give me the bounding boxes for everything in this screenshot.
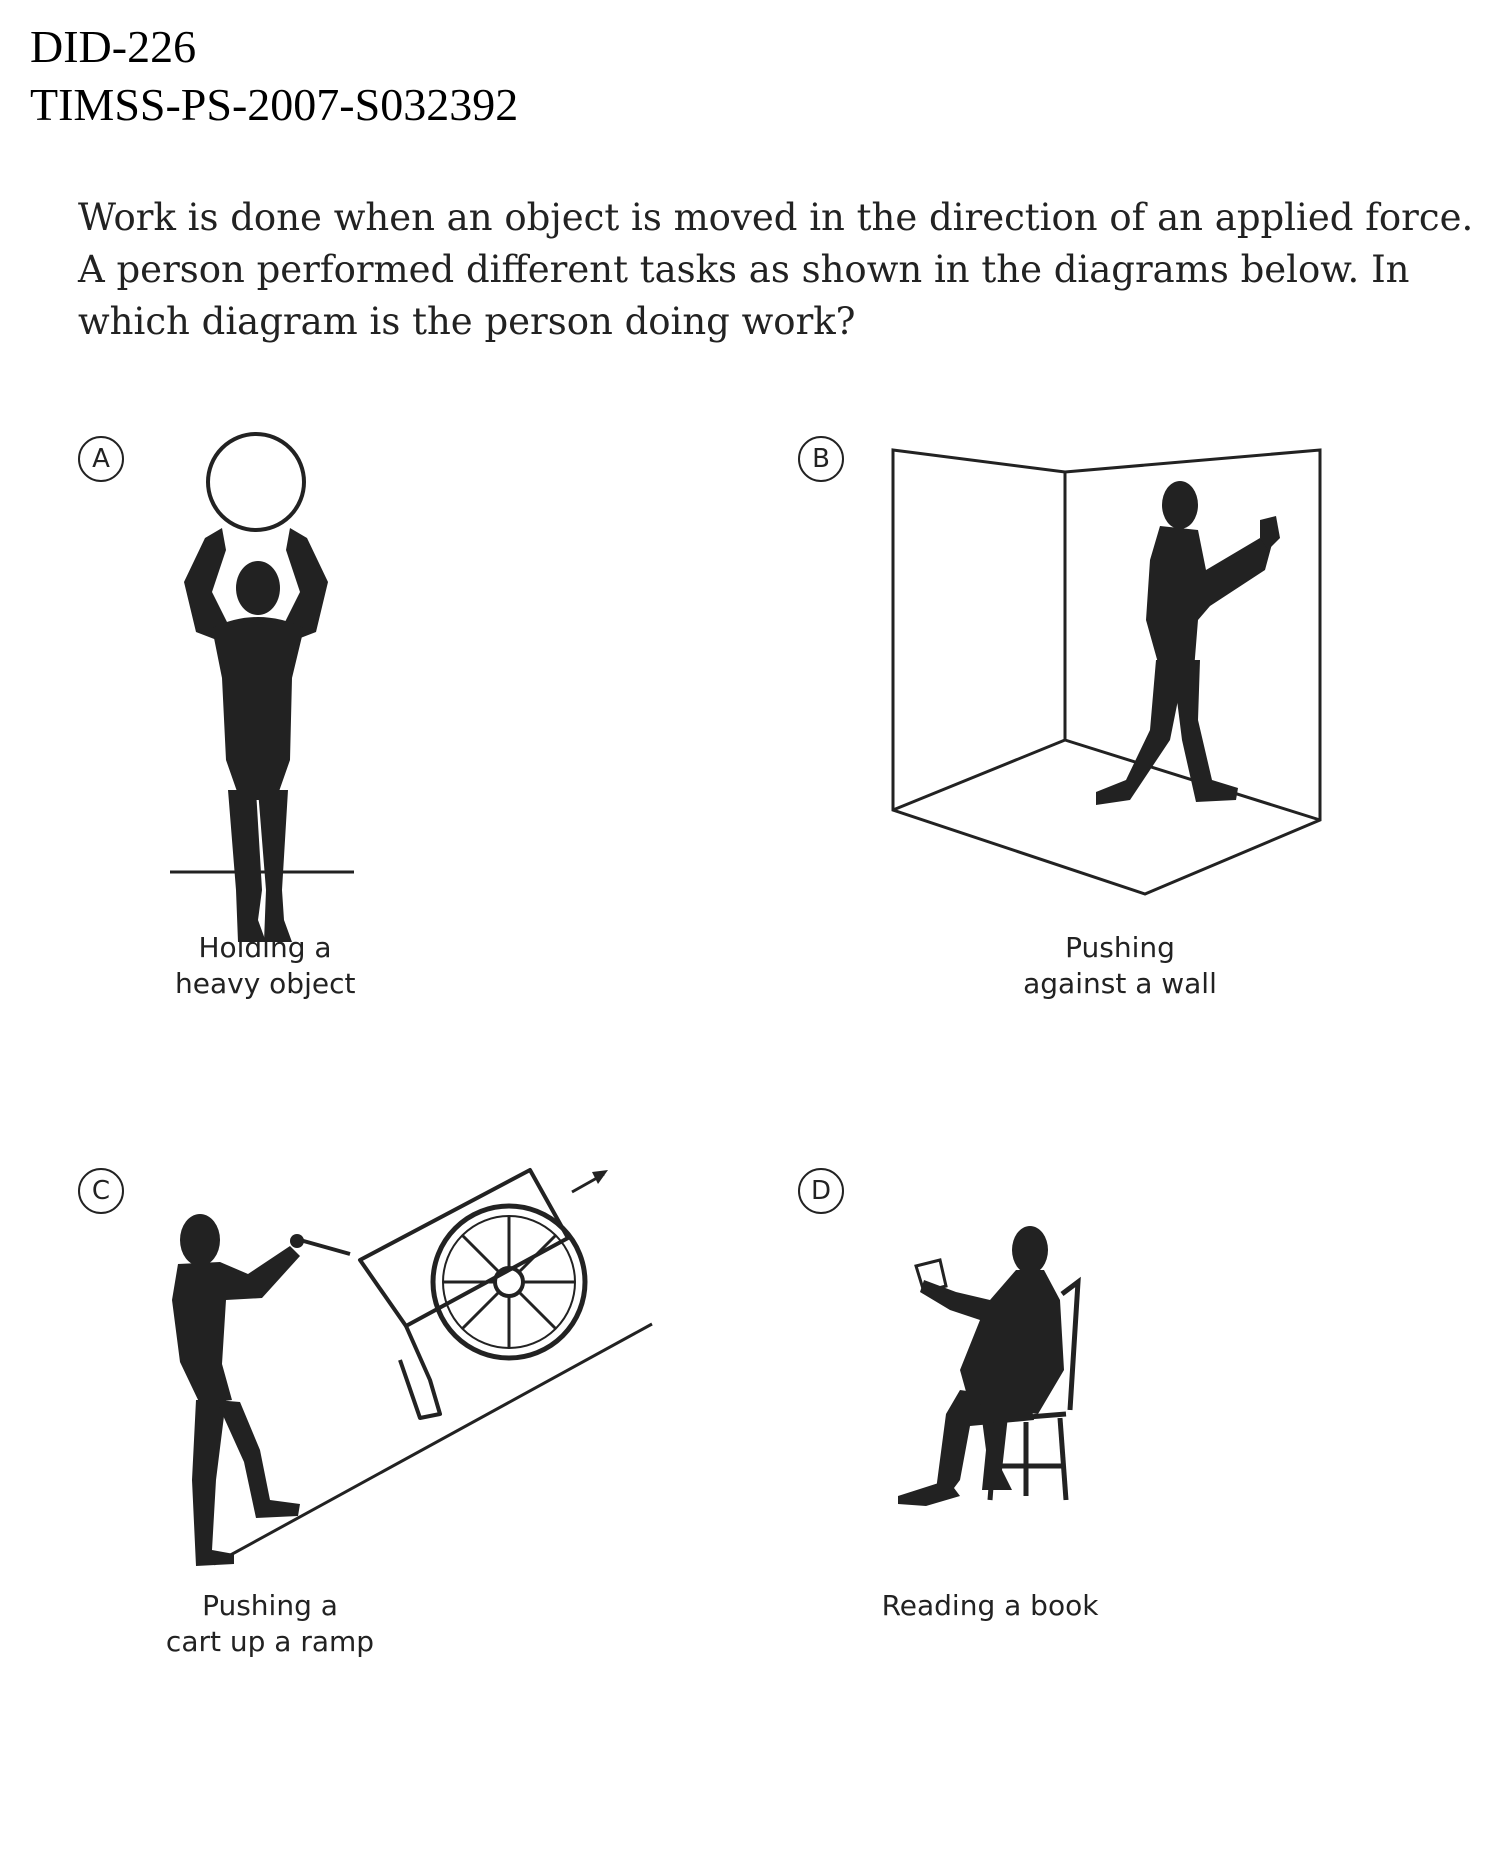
option-d[interactable]: D Reading a book bbox=[720, 1150, 1420, 1850]
option-d-caption: Reading a book bbox=[881, 1589, 1099, 1622]
person-holding-ball-overhead-illustration bbox=[170, 432, 354, 942]
option-b-letter: B bbox=[798, 436, 844, 482]
option-d-letter: D bbox=[798, 1168, 844, 1214]
document-id: DID-226 bbox=[30, 21, 197, 72]
document-header: DID-226 TIMSS-PS-2007-S032392 bbox=[30, 18, 518, 134]
option-c[interactable]: C bbox=[0, 1150, 700, 1850]
option-a[interactable]: A Holding a heavy object bbox=[0, 420, 700, 1120]
option-c-letter: C bbox=[78, 1168, 124, 1214]
option-b-caption: Pushing against a wall bbox=[1023, 931, 1217, 1000]
option-a-letter: A bbox=[78, 436, 124, 482]
person-sitting-reading-book-illustration bbox=[898, 1226, 1081, 1506]
option-a-caption: Holding a heavy object bbox=[175, 931, 356, 1000]
item-code: TIMSS-PS-2007-S032392 bbox=[30, 79, 519, 130]
question-text: Work is done when an object is moved in … bbox=[78, 196, 1474, 343]
option-c-caption: Pushing a cart up a ramp bbox=[165, 1589, 375, 1658]
option-b[interactable]: B Pushing against a wall bbox=[720, 420, 1420, 1120]
person-pushing-wall-illustration bbox=[891, 448, 1322, 896]
person-pushing-cart-up-ramp-illustration bbox=[172, 1168, 653, 1566]
